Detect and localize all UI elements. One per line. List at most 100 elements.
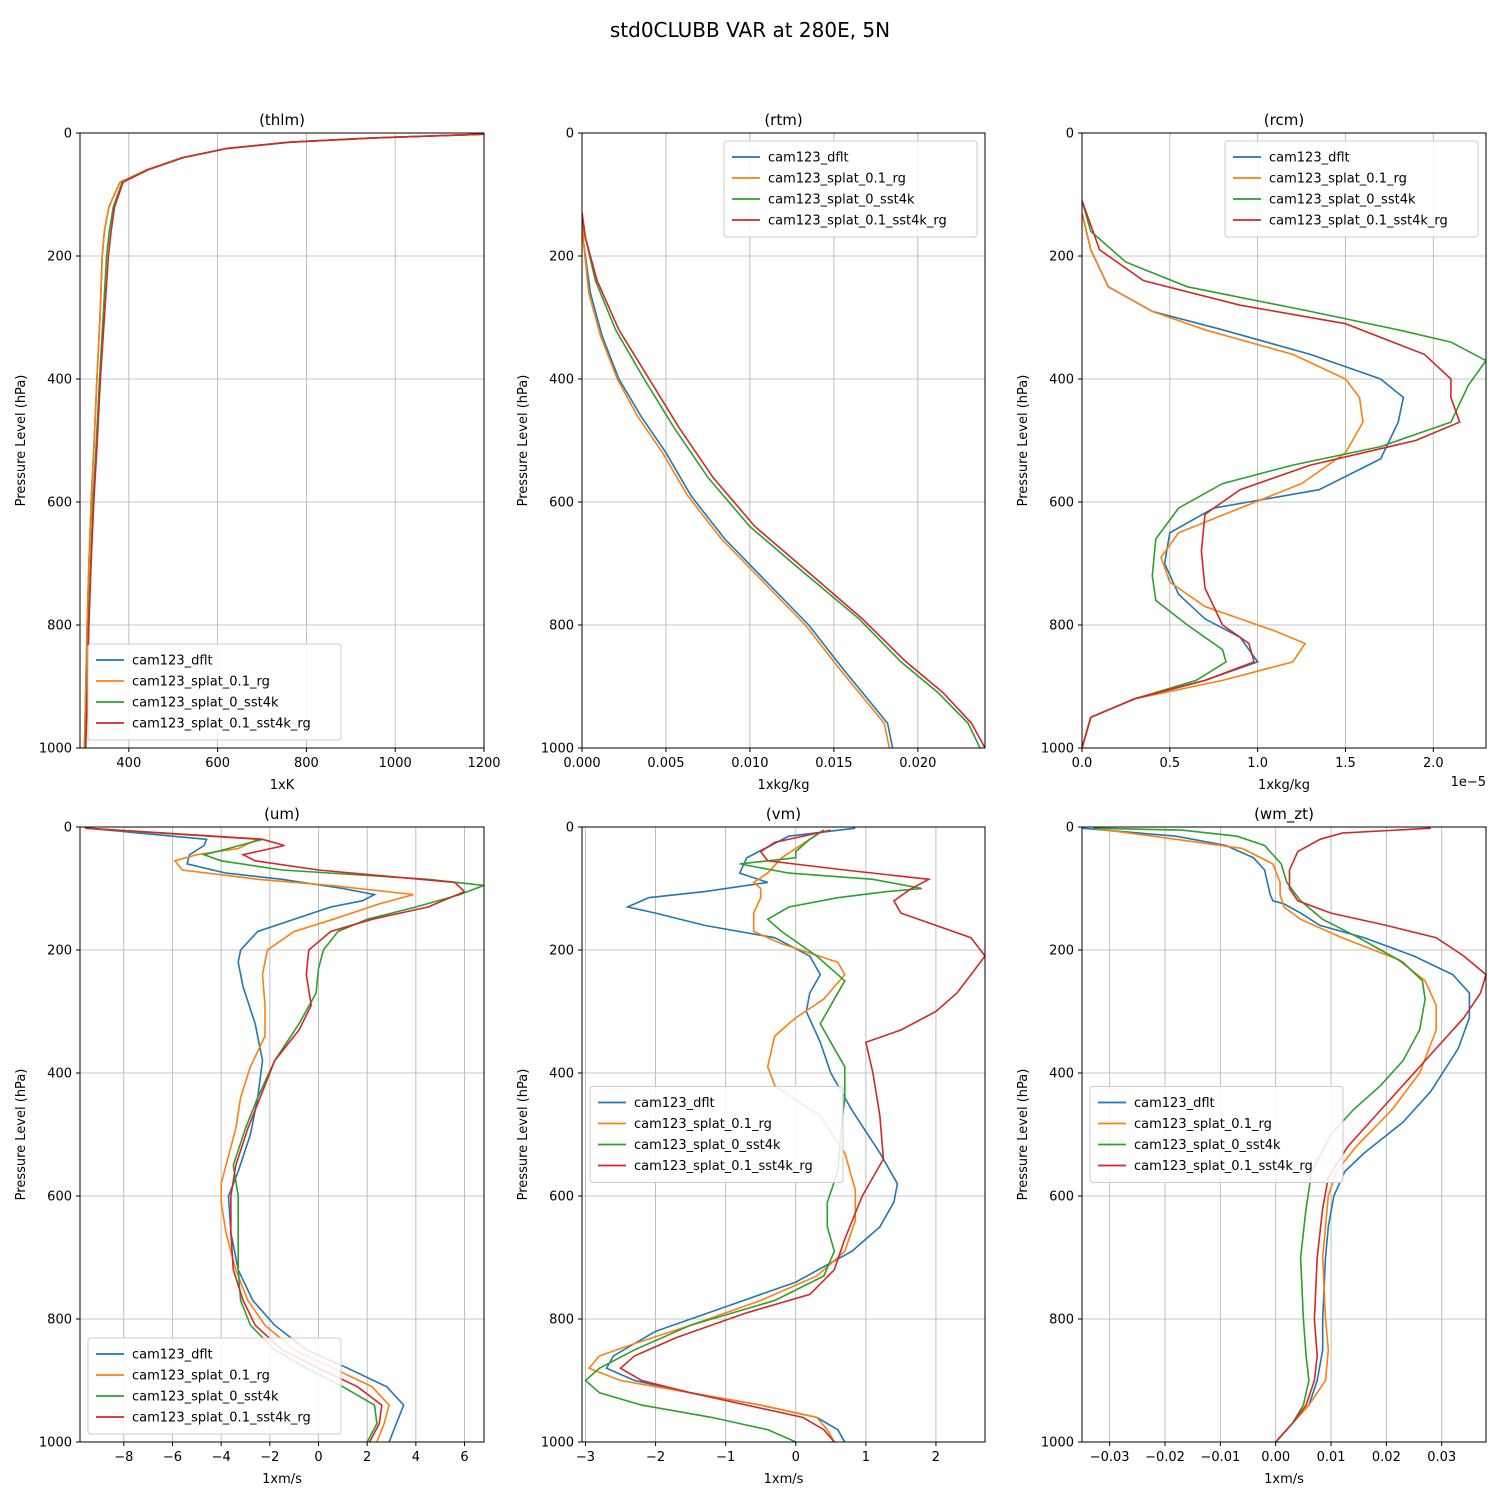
subplot-thlm: 400 600 800 1000 1200 0 200 400 600 800 1000 (thlm)… — [14, 111, 501, 793]
legend-label: cam123_splat_0_sst4k — [1134, 1138, 1281, 1153]
y-tick-label: 600 — [47, 1190, 72, 1205]
x-tick-label: 1200 — [467, 756, 500, 771]
series-line-cam123_splat_0_sst4k — [1082, 200, 1486, 748]
y-tick-label: 200 — [47, 250, 72, 265]
legend-label: cam123_splat_0.1_rg — [1269, 172, 1407, 187]
legend-label: cam123_dflt — [1134, 1096, 1215, 1111]
legend-label: cam123_dflt — [132, 1348, 213, 1363]
series-line-cam123_splat_0.1_rg — [582, 212, 891, 748]
legend-label: cam123_splat_0_sst4k — [132, 1390, 279, 1405]
series-line-cam123_splat_0.1_rg — [1082, 212, 1364, 748]
legend-box — [723, 140, 978, 238]
y-axis-label: Pressure Level (hPa) — [516, 1069, 531, 1201]
figure-title: std0CLUBB VAR at 280E, 5N — [610, 18, 890, 42]
x-tick-label: 2 — [363, 1450, 371, 1465]
legend: cam123_dflt cam123_splat_0.1_rg cam123_spl… — [87, 1337, 342, 1435]
panel-title: (thlm) — [259, 111, 305, 129]
legend-label: cam123_splat_0.1_sst4k_rg — [634, 1159, 813, 1174]
series-line-cam123_dflt — [1082, 212, 1405, 748]
x-tick-label: 0.005 — [647, 756, 684, 771]
x-tick-label: −2 — [260, 1450, 279, 1465]
x-tick-label: −0.03 — [1090, 1450, 1130, 1465]
y-tick-label: 800 — [47, 619, 72, 634]
subplot-vm: −3 −2 −1 0 1 2 0 200 400 600 800 1000 (vm) 1xm/s Press… — [516, 805, 986, 1487]
y-tick-label: 1000 — [39, 742, 72, 757]
legend-label: cam123_splat_0.1_rg — [768, 172, 906, 187]
panel-title: (rtm) — [764, 111, 802, 129]
legend-label: cam123_splat_0_sst4k — [132, 696, 279, 711]
legend-label: cam123_splat_0.1_rg — [132, 1369, 270, 1384]
y-tick-label: 1000 — [541, 1436, 574, 1451]
y-tick-label: 0 — [1066, 821, 1074, 836]
y-tick-label: 400 — [549, 373, 574, 388]
legend-label: cam123_splat_0_sst4k — [634, 1138, 781, 1153]
y-tick-label: 400 — [47, 1067, 72, 1082]
legend-label: cam123_splat_0.1_sst4k_rg — [768, 214, 947, 229]
x-tick-label: −0.02 — [1145, 1450, 1185, 1465]
legend-label: cam123_dflt — [634, 1096, 715, 1111]
x-tick-label: −4 — [212, 1450, 231, 1465]
x-offset-text: 1e−5 — [1451, 775, 1486, 790]
y-tick-label: 200 — [549, 250, 574, 265]
y-tick-label: 200 — [47, 944, 72, 959]
x-tick-label: 600 — [205, 756, 230, 771]
series-line-cam123_splat_0.1_sst4k_rg — [619, 829, 985, 1442]
y-axis-label: Pressure Level (hPa) — [14, 375, 29, 507]
x-tick-label: −6 — [163, 1450, 182, 1465]
x-tick-label: 1000 — [379, 756, 412, 771]
legend-label: cam123_dflt — [1269, 151, 1350, 166]
x-tick-label: 4 — [412, 1450, 420, 1465]
x-tick-label: 0.010 — [731, 756, 768, 771]
x-tick-label: 6 — [460, 1450, 468, 1465]
series-line-cam123_splat_0_sst4k — [1093, 827, 1426, 1442]
x-tick-label: 1 — [862, 1450, 870, 1465]
y-axis-label: Pressure Level (hPa) — [516, 375, 531, 507]
y-axis-label: Pressure Level (hPa) — [1016, 1069, 1031, 1201]
x-tick-label: −0.01 — [1200, 1450, 1240, 1465]
y-tick-label: 400 — [47, 373, 72, 388]
x-tick-label: 0.00 — [1261, 1450, 1290, 1465]
series-line-cam123_dflt — [1082, 827, 1471, 1442]
y-tick-label: 600 — [1049, 496, 1074, 511]
x-tick-label: 0.02 — [1372, 1450, 1401, 1465]
legend: cam123_dflt cam123_splat_0.1_rg cam123_spl… — [87, 643, 342, 741]
axes-frame — [79, 132, 485, 749]
y-tick-label: 400 — [1049, 1067, 1074, 1082]
legend-label: cam123_splat_0.1_rg — [132, 675, 270, 690]
subplot-um: −8 −6 −4 −2 0 2 4 6 0 200 400 600 800 1000 (um) 1xm/s Pr… — [14, 805, 485, 1487]
y-tick-label: 0 — [566, 821, 574, 836]
x-tick-label: −1 — [716, 1450, 735, 1465]
panel-title: (um) — [264, 805, 300, 823]
legend-label: cam123_splat_0.1_rg — [634, 1117, 772, 1132]
subplot-rcm: 0.0 0.5 1.0 1.5 2.0 0 200 400 600 800 1000 (rcm) 1xk… — [1016, 111, 1487, 793]
y-tick-label: 0 — [64, 821, 72, 836]
panel-title: (rcm) — [1264, 111, 1304, 129]
subplot-wm_zt: −0.03 −0.02 −0.01 0.00 0.01 0.02 0.03 0 200 400 60… — [1016, 805, 1487, 1487]
legend-label: cam123_splat_0_sst4k — [1269, 193, 1416, 208]
axes-frame — [79, 826, 485, 1443]
y-tick-label: 800 — [1049, 1313, 1074, 1328]
legend: cam123_dflt cam123_splat_0.1_rg cam123_spl… — [1224, 140, 1479, 238]
x-tick-label: 800 — [294, 756, 319, 771]
y-axis-label: Pressure Level (hPa) — [1016, 375, 1031, 507]
y-tick-label: 0 — [566, 127, 574, 142]
x-tick-label: 0 — [314, 1450, 322, 1465]
x-axis-label: 1xkg/kg — [1258, 778, 1310, 793]
series-line-cam123_splat_0.1_sst4k_rg — [582, 212, 985, 748]
legend-label: cam123_splat_0.1_sst4k_rg — [132, 1411, 311, 1426]
y-tick-label: 600 — [47, 496, 72, 511]
y-tick-label: 800 — [549, 619, 574, 634]
x-tick-label: 0.020 — [899, 756, 936, 771]
series-line-cam123_dflt — [582, 212, 894, 748]
x-tick-label: 1.0 — [1247, 756, 1268, 771]
x-tick-label: 0 — [792, 1450, 800, 1465]
series-line-cam123_splat_0.1_rg — [1092, 827, 1437, 1442]
panel-title: (vm) — [766, 805, 801, 823]
axes-frame — [581, 826, 986, 1443]
y-tick-label: 1000 — [39, 1436, 72, 1451]
axes-frame — [1081, 826, 1487, 1443]
legend-label: cam123_splat_0.1_rg — [1134, 1117, 1272, 1132]
y-tick-label: 600 — [549, 1190, 574, 1205]
x-tick-label: 2.0 — [1423, 756, 1444, 771]
